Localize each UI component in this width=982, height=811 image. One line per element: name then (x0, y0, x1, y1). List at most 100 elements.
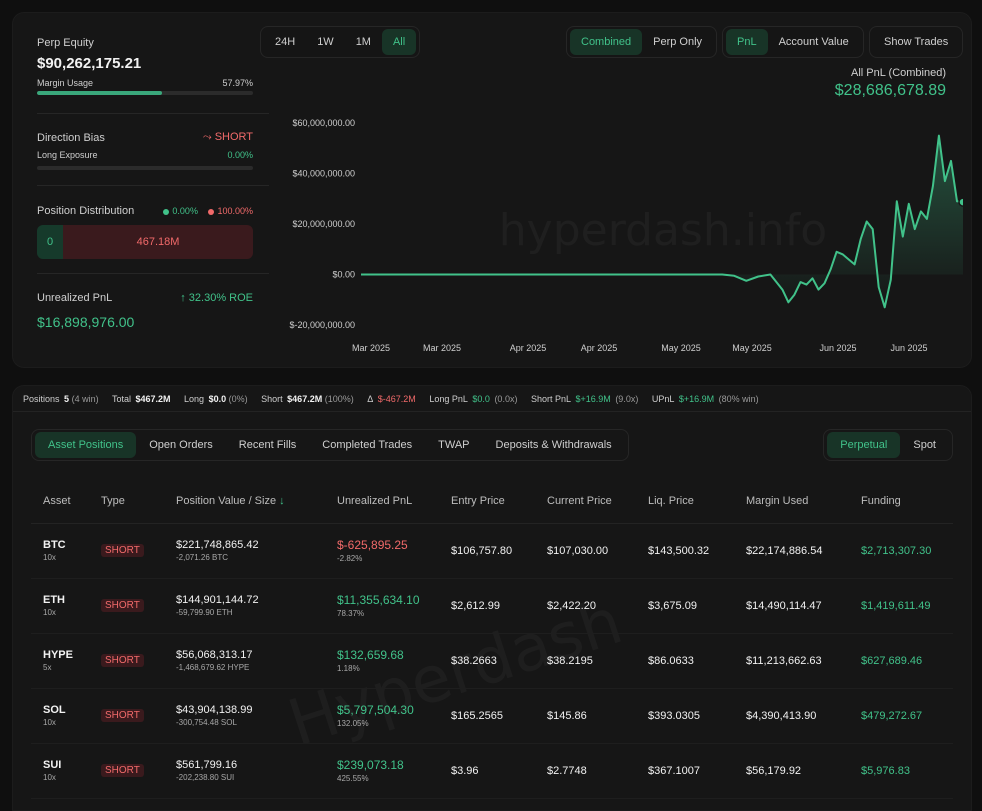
perp-equity-value: $90,262,175.21 (37, 55, 142, 72)
position-value-cell: $221,748,865.42 -2,071.26 BTC (164, 523, 325, 579)
dist-short-value: 467.18M (63, 225, 253, 259)
y-tick-label: $20,000,000.00 (292, 219, 355, 229)
tab-open-orders[interactable]: Open Orders (149, 439, 213, 451)
perp-only-button[interactable]: Perp Only (653, 36, 703, 48)
type-cell: SHORT (89, 578, 164, 634)
x-tick-label: Mar 2025 (423, 343, 461, 353)
pnl-cell: $-625,895.25 -2.82% (325, 523, 439, 579)
leverage: 10x (43, 553, 56, 562)
margin-usage-label: Margin Usage (37, 78, 94, 88)
divider (37, 273, 269, 274)
long-dot-icon (163, 208, 170, 215)
current-price: $38.2195 (535, 633, 636, 689)
col-type[interactable]: Type (89, 479, 164, 524)
x-tick-label: Jun 2025 (890, 343, 927, 353)
tab-perpetual[interactable]: Perpetual (827, 432, 901, 458)
account-value-button[interactable]: Account Value (778, 36, 849, 48)
position-value: $561,799.16 (176, 759, 238, 771)
unrealized-pnl-value: $16,898,976.00 (37, 314, 135, 330)
table-row[interactable]: ETH 10x SHORT $144,901,144.72 -59,799.90 ETH… (31, 578, 953, 634)
summary-short-pnl-value: $+16.9M (575, 394, 611, 404)
y-tick-label: $60,000,000.00 (292, 118, 355, 128)
trend-down-icon: ⤳ (202, 131, 212, 143)
x-tick-label: Jun 2025 (819, 343, 856, 353)
position-value: $43,904,138.99 (176, 704, 253, 716)
pnl-title: All PnL (Combined) (851, 67, 946, 79)
timeframe-1m-button[interactable]: 1M (355, 36, 371, 48)
show-trades-button[interactable]: Show Trades (884, 36, 949, 48)
table-row[interactable]: SOL 10x SHORT $43,904,138.99 -300,754.48 SOL… (31, 688, 953, 744)
pnl-button[interactable]: PnL (726, 29, 768, 55)
direction-bias-block: Direction Bias ⤳ SHORT Long Exposure 0.0… (37, 131, 253, 170)
tab-twap[interactable]: TWAP (438, 439, 470, 451)
col-position-value[interactable]: Position Value / Size ↓ (164, 479, 325, 524)
summary-long-pnl-label: Long PnL (429, 394, 468, 404)
divider (37, 185, 269, 186)
asset-cell[interactable]: BTC 10x (31, 523, 89, 579)
asset-cell[interactable]: SOL 10x (31, 688, 89, 744)
combined-button[interactable]: Combined (570, 29, 643, 55)
summary-long-value: $0.0 (208, 394, 227, 404)
table-row[interactable]: BTC 10x SHORT $221,748,865.42 -2,071.26 BTC $… (31, 523, 953, 579)
positions-table: Asset Type Position Value / Size ↓ Unrea… (31, 479, 953, 799)
arrow-down-icon: ↓ (279, 494, 285, 507)
pnl-total-value: $28,686,678.89 (834, 82, 946, 99)
position-value: $221,748,865.42 (176, 539, 259, 551)
type-cell: SHORT (89, 688, 164, 744)
positions-summary: Positions 5 (4 win) Total $467.2M Long $… (23, 394, 761, 404)
col-entry-price[interactable]: Entry Price (439, 479, 535, 524)
liq-price: $367.1007 (636, 743, 734, 799)
liq-price: $143,500.32 (636, 523, 734, 579)
summary-long-pnl-x: (0.0x) (494, 394, 518, 404)
table-row[interactable]: HYPE 5x SHORT $56,068,313.17 -1,468,679.62 H… (31, 633, 953, 689)
margin-used: $56,179.92 (734, 743, 849, 799)
col-liq-price[interactable]: Liq. Price (636, 479, 734, 524)
timeframe-selector: 24H 1W 1M All (260, 26, 421, 58)
y-tick-label: $0.00 (332, 270, 355, 280)
col-asset[interactable]: Asset (31, 479, 89, 524)
positions-card: Positions 5 (4 win) Total $467.2M Long $… (12, 385, 972, 811)
position-size: -1,468,679.62 HYPE (176, 663, 250, 672)
entry-price: $2,612.99 (439, 578, 535, 634)
positions-tabs: Asset Positions Open Orders Recent Fills… (31, 429, 629, 461)
asset-cell[interactable]: ETH 10x (31, 578, 89, 634)
tab-recent-fills[interactable]: Recent Fills (238, 439, 297, 451)
pnl-value: $132,659.68 (337, 648, 404, 662)
asset-cell[interactable]: HYPE 5x (31, 633, 89, 689)
tab-deposits-withdrawals[interactable]: Deposits & Withdrawals (495, 439, 612, 451)
summary-delta-value: $-467.2M (377, 394, 416, 404)
show-trades-group: Show Trades (869, 26, 964, 58)
table-row[interactable]: SUI 10x SHORT $561,799.16 -202,238.80 SUI $23… (31, 743, 953, 799)
summary-short-pnl-label: Short PnL (530, 394, 571, 404)
position-value: $56,068,313.17 (176, 649, 253, 661)
pnl-value: $5,797,504.30 (337, 703, 414, 717)
tab-completed-trades[interactable]: Completed Trades (322, 439, 413, 451)
timeframe-all-button[interactable]: All (381, 29, 417, 55)
tab-asset-positions[interactable]: Asset Positions (35, 432, 137, 458)
divider (13, 411, 971, 412)
col-unrealized-pnl[interactable]: Unrealized PnL (325, 479, 439, 524)
col-current-price[interactable]: Current Price (535, 479, 636, 524)
tab-spot[interactable]: Spot (913, 439, 936, 451)
funding: $479,272.67 (849, 688, 953, 744)
position-size: -59,799.90 ETH (176, 608, 233, 617)
asset-cell[interactable]: SUI 10x (31, 743, 89, 799)
type-cell: SHORT (89, 523, 164, 579)
asset-name: HYPE (43, 649, 73, 661)
timeframe-1w-button[interactable]: 1W (317, 36, 334, 48)
y-tick-label: $40,000,000.00 (292, 169, 355, 179)
pnl-chart[interactable]: hyperdash.info $60,000,000.00 $40,000,000.… (263, 103, 963, 353)
liq-price: $3,675.09 (636, 578, 734, 634)
direction-badge: SHORT (101, 599, 144, 612)
margin-used: $22,174,886.54 (734, 523, 849, 579)
funding: $5,976.83 (849, 743, 953, 799)
funding: $627,689.46 (849, 633, 953, 689)
type-cell: SHORT (89, 633, 164, 689)
timeframe-24h-button[interactable]: 24H (275, 36, 296, 48)
col-funding[interactable]: Funding (849, 479, 953, 524)
perp-equity-block: Perp Equity $90,262,175.21 Margin Usage … (37, 37, 253, 95)
direction-badge: SHORT (101, 764, 144, 777)
col-margin-used[interactable]: Margin Used (734, 479, 849, 524)
pnl-pct: 132.05% (337, 719, 369, 728)
short-dot-icon (208, 208, 215, 215)
